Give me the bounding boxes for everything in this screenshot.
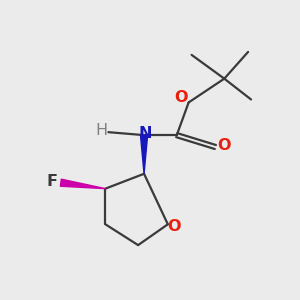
Polygon shape [140, 135, 148, 174]
Text: N: N [139, 126, 152, 141]
Text: O: O [217, 138, 230, 153]
Text: H: H [96, 123, 108, 138]
Text: O: O [168, 219, 181, 234]
Text: O: O [175, 90, 188, 105]
Polygon shape [60, 179, 105, 189]
Text: F: F [46, 174, 57, 189]
